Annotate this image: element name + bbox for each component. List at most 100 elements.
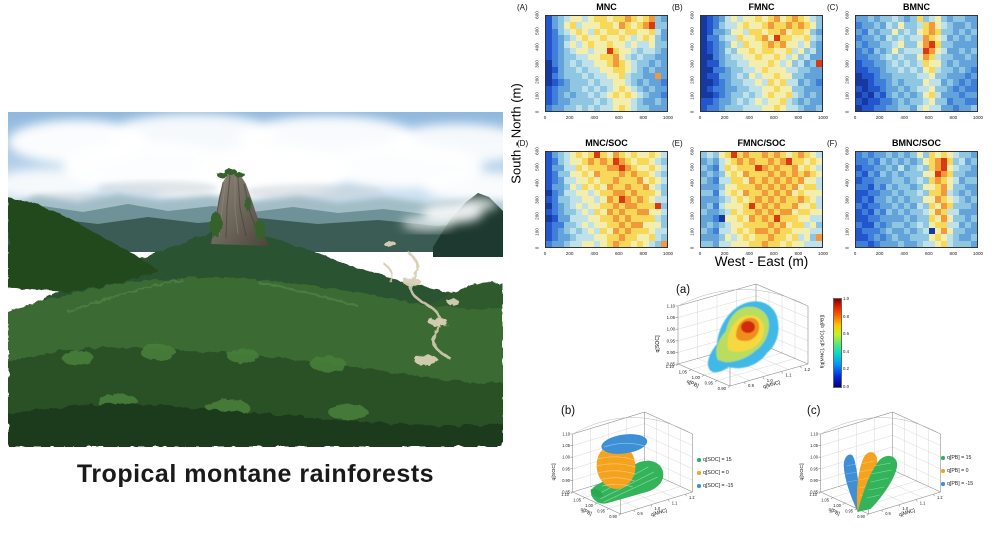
heatmap-cell bbox=[725, 190, 732, 197]
heatmap-cell bbox=[922, 215, 929, 222]
heatmap-cell bbox=[910, 177, 917, 184]
heatmap-cell bbox=[910, 158, 917, 165]
heatmap-cell bbox=[880, 22, 887, 29]
heatmap-cell bbox=[916, 66, 923, 73]
heatmap-cell bbox=[743, 41, 750, 48]
heatmap-cell bbox=[934, 66, 941, 73]
heatmap-cell bbox=[630, 60, 637, 67]
heatmap-cell bbox=[552, 54, 559, 61]
tick-label: 1.0 bbox=[767, 378, 774, 383]
heatmap-cell bbox=[874, 22, 881, 29]
heatmap-cell bbox=[546, 183, 553, 190]
heatmap-cell bbox=[642, 221, 649, 228]
heatmap-cell bbox=[618, 104, 625, 111]
heatmap-cell bbox=[731, 183, 738, 190]
heatmap-cell bbox=[606, 73, 613, 80]
heatmap-cell bbox=[552, 152, 559, 159]
heatmap-cell bbox=[868, 240, 875, 247]
heatmap-cell bbox=[594, 79, 601, 86]
heatmap-cell bbox=[773, 152, 780, 159]
heatmap-cell bbox=[767, 35, 774, 42]
heatmap-cell bbox=[642, 79, 649, 86]
legend-dot bbox=[697, 471, 701, 475]
heatmap-cell bbox=[791, 171, 798, 178]
heatmap-cell bbox=[767, 234, 774, 241]
heatmap-cell bbox=[946, 228, 953, 235]
heatmap-cell bbox=[743, 66, 750, 73]
heatmap-cell bbox=[546, 22, 553, 29]
heatmap-cell bbox=[934, 234, 941, 241]
y-axis-ticks: 0 100 200 300 400 500 600 bbox=[685, 11, 698, 113]
heatmap-cell bbox=[558, 202, 565, 209]
heatmap-cell bbox=[612, 158, 619, 165]
heatmap-cell bbox=[588, 202, 595, 209]
heatmap-cell bbox=[588, 66, 595, 73]
heatmap-cell bbox=[707, 79, 714, 86]
heatmap-cell bbox=[952, 85, 959, 92]
heatmap-cell bbox=[564, 171, 571, 178]
heatmap-cell bbox=[809, 190, 816, 197]
tick-label: 1.00 bbox=[585, 503, 593, 508]
heatmap-cell bbox=[779, 28, 786, 35]
tick-label: 0.95 bbox=[705, 381, 714, 386]
heatmap-cell bbox=[713, 190, 720, 197]
heatmap-cell bbox=[564, 209, 571, 216]
mist bbox=[402, 197, 498, 231]
heatmap-cell bbox=[707, 158, 714, 165]
heatmap-cell bbox=[701, 104, 708, 111]
heatmap-cell bbox=[654, 16, 661, 23]
heatmap-cell bbox=[946, 98, 953, 105]
heatmap-cell bbox=[904, 240, 911, 247]
heatmap-cell bbox=[570, 164, 577, 171]
heatmap-cell bbox=[791, 152, 798, 159]
heatmap-cell bbox=[952, 104, 959, 111]
heatmap-cell bbox=[803, 240, 810, 247]
heatmap-cell bbox=[588, 60, 595, 67]
heatmap-cell bbox=[874, 47, 881, 54]
heatmap-cell bbox=[803, 164, 810, 171]
heatmap-cell bbox=[922, 66, 929, 73]
heatmap-cell bbox=[940, 104, 947, 111]
heatmap-cell bbox=[910, 171, 917, 178]
heatmap-cell bbox=[856, 240, 863, 247]
heatmap-cell bbox=[916, 164, 923, 171]
z-axis-ticks: 0.850.900.951.001.051.10 bbox=[562, 431, 570, 494]
heatmap-cell bbox=[856, 215, 863, 222]
z-axis-label: q[SOC] bbox=[799, 463, 805, 481]
heatmap-cell bbox=[606, 158, 613, 165]
heatmap-cell bbox=[773, 240, 780, 247]
heatmap-cell bbox=[594, 85, 601, 92]
heatmap-cell bbox=[785, 152, 792, 159]
heatmap-cell bbox=[904, 183, 911, 190]
heatmap-cell bbox=[785, 28, 792, 35]
heatmap-cell bbox=[958, 215, 965, 222]
heatmap-cell bbox=[898, 35, 905, 42]
tick-label: 1.10 bbox=[810, 431, 818, 436]
heatmap-cell bbox=[815, 152, 822, 159]
heatmap-cell bbox=[862, 92, 869, 99]
heatmap-cell bbox=[648, 240, 655, 247]
heatmap-cell bbox=[648, 221, 655, 228]
heatmap-cell bbox=[791, 98, 798, 105]
heatmap-cell bbox=[886, 47, 893, 54]
legend-dot bbox=[697, 484, 701, 488]
heatmap-cell bbox=[874, 190, 881, 197]
heatmap-cell bbox=[576, 215, 583, 222]
heatmap-cell bbox=[594, 73, 601, 80]
heatmap-cell bbox=[946, 164, 953, 171]
heatmap-cell bbox=[904, 73, 911, 80]
heatmap-cell bbox=[880, 234, 887, 241]
heatmap-cell bbox=[606, 60, 613, 67]
heatmap-cell bbox=[558, 28, 565, 35]
tick-label: 400 bbox=[745, 251, 754, 256]
heatmap-cell bbox=[648, 73, 655, 80]
heatmap-cell bbox=[588, 221, 595, 228]
heatmap-cell bbox=[791, 79, 798, 86]
heatmap-cell bbox=[958, 209, 965, 216]
heatmap-cell bbox=[654, 85, 661, 92]
heatmap-cell bbox=[749, 171, 756, 178]
heatmap-cell bbox=[940, 54, 947, 61]
heatmap-cell bbox=[558, 66, 565, 73]
heatmap-cell bbox=[791, 158, 798, 165]
tick-label: 0.85 bbox=[667, 362, 676, 367]
